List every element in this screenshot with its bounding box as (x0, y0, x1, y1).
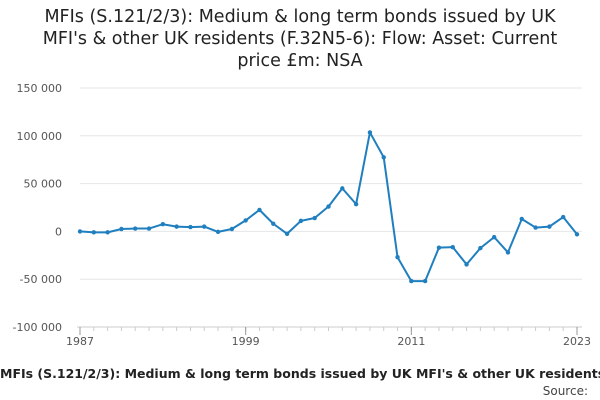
data-point[interactable] (560, 214, 566, 220)
x-tick-label: 1987 (66, 335, 94, 348)
y-tick-label: 100 000 (17, 130, 63, 143)
data-point[interactable] (215, 229, 221, 235)
y-tick-label: -50 000 (20, 273, 62, 286)
data-point[interactable] (188, 224, 193, 230)
y-tick-label: 50 000 (24, 178, 63, 191)
data-point[interactable] (146, 226, 152, 231)
data-point[interactable] (160, 222, 166, 227)
data-point[interactable] (505, 250, 511, 255)
x-tick-label: 1999 (232, 335, 260, 348)
data-point[interactable] (491, 234, 497, 240)
data-point[interactable] (409, 278, 414, 284)
data-point[interactable] (91, 230, 97, 235)
data-point[interactable] (326, 204, 331, 209)
x-tick-label: 2023 (563, 335, 591, 348)
data-point[interactable] (533, 225, 538, 230)
data-point[interactable] (353, 201, 359, 207)
x-axis-layer: 1987 1999 2011 2023 (66, 326, 591, 348)
data-point[interactable] (478, 245, 483, 251)
y-tick-label: 150 000 (17, 82, 63, 95)
data-point[interactable] (519, 216, 524, 222)
data-point[interactable] (229, 226, 235, 232)
data-point[interactable] (298, 218, 304, 224)
data-point[interactable] (340, 186, 345, 191)
x-axis-label: MFIs (S.121/2/3): Medium & long term bon… (0, 366, 600, 381)
source-label: Source: (542, 384, 588, 398)
data-point[interactable] (202, 224, 207, 229)
data-point[interactable] (367, 130, 373, 135)
data-point[interactable] (381, 155, 386, 160)
x-tick-label: 2011 (397, 335, 425, 348)
data-point[interactable] (133, 226, 138, 231)
data-point[interactable] (574, 232, 580, 237)
data-point[interactable] (77, 229, 83, 234)
data-point[interactable] (271, 221, 276, 226)
y-tick-label: 0 (55, 225, 62, 238)
grid-layer (80, 87, 582, 328)
y-tick-label: -100 000 (13, 321, 62, 334)
data-point[interactable] (105, 230, 110, 235)
data-point[interactable] (395, 255, 400, 260)
data-point[interactable] (243, 218, 248, 223)
data-point[interactable] (174, 224, 179, 229)
chart-title: MFIs (S.121/2/3): Medium & long term bon… (42, 7, 558, 71)
data-point[interactable] (464, 262, 469, 267)
data-point[interactable] (436, 245, 442, 250)
series-layer (77, 130, 580, 284)
data-point[interactable] (422, 278, 428, 284)
data-point[interactable] (119, 226, 124, 232)
data-point[interactable] (547, 224, 552, 229)
data-point[interactable] (312, 215, 317, 221)
data-point[interactable] (450, 244, 455, 250)
data-point[interactable] (257, 207, 262, 213)
y-tick-layer: -100 000 -50 000 0 50 000 100 000 150 000 (13, 82, 62, 334)
data-point[interactable] (284, 231, 290, 236)
